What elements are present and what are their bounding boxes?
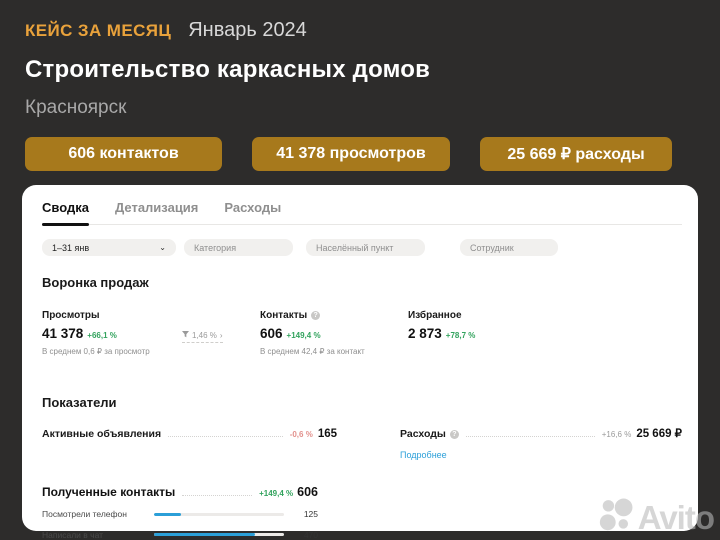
funnel-icon [182, 331, 189, 340]
conversion-value: 1,46 % [192, 331, 217, 340]
metric-favorites: Избранное 2 873 +78,7 % [408, 310, 475, 341]
case-kicker: КЕЙС ЗА МЕСЯЦ [25, 21, 172, 40]
metric-favorites-value: 2 873 [408, 326, 442, 341]
badge-contacts: 606 контактов [25, 137, 222, 171]
metric-views-delta: +66,1 % [87, 331, 117, 340]
bar-fill [154, 512, 181, 516]
received-contacts-delta: +149,4 % [259, 489, 294, 498]
active-ads-label: Активные объявления [42, 428, 162, 440]
tab-expenses[interactable]: Расходы [224, 200, 282, 215]
expenses-details-link[interactable]: Подробнее [400, 450, 447, 460]
expenses-label: Расходы [400, 428, 446, 440]
location-filter-placeholder: Населённый пункт [316, 242, 394, 253]
bar-fill [154, 533, 255, 537]
expenses-delta: +16,6 % [601, 430, 632, 439]
metric-contacts-delta: +149,4 % [286, 331, 321, 340]
bar-row-chat: Написали в чат 470 [42, 530, 318, 540]
active-ads-row: Активные объявления -0,6 % 165 [42, 428, 337, 440]
location-filter[interactable]: Населённый пункт [306, 239, 425, 256]
received-contacts-block: Полученные контакты +149,4 % 606 Посмотр… [42, 485, 318, 540]
tab-details[interactable]: Детализация [114, 200, 199, 215]
metric-views-caption: В среднем 0,6 ₽ за просмотр [42, 347, 150, 356]
metric-favorites-delta: +78,7 % [445, 331, 476, 340]
promo-header: КЕЙС ЗА МЕСЯЦ Январь 2024 Строительство … [0, 0, 720, 119]
filter-bar: 1–31 янв ⌄ Категория Населённый пункт Со… [42, 239, 682, 256]
indicators-section-title: Показатели [42, 395, 117, 410]
dotted-leader [182, 495, 253, 496]
dotted-leader [465, 436, 595, 437]
metric-contacts: Контакты ? 606 +149,4 % В среднем 42,4 ₽… [260, 310, 365, 356]
funnel-section-title: Воронка продаж [42, 275, 149, 290]
received-contacts-title: Полученные контакты [42, 485, 176, 499]
bar-row-phone: Посмотрели телефон 125 [42, 509, 318, 520]
bar-value: 125 [303, 509, 318, 520]
analytics-card: Сводка Детализация Расходы 1–31 янв ⌄ Ка… [22, 185, 698, 540]
received-contacts-value: 606 [297, 485, 318, 499]
case-city: Красноярск [25, 97, 127, 118]
bar-track [154, 512, 284, 516]
tab-bar: Сводка Детализация Расходы [42, 193, 682, 226]
metric-contacts-value: 606 [260, 326, 283, 341]
metric-views-label: Просмотры [42, 310, 100, 321]
case-period: Январь 2024 [188, 19, 307, 41]
indicator-rows: Активные объявления -0,6 % 165 Расходы ?… [42, 426, 682, 440]
badge-expenses: 25 669 ₽ расходы [480, 137, 672, 171]
bar-label: Написали в чат [42, 529, 104, 540]
funnel-metrics: Просмотры 41 378 +66,1 % В среднем 0,6 ₽… [42, 310, 682, 368]
chevron-right-icon: › [219, 331, 223, 340]
info-icon[interactable]: ? [311, 311, 321, 320]
bar-value: 470 [303, 529, 318, 540]
active-ads-delta: -0,6 % [289, 430, 313, 439]
employee-filter-placeholder: Сотрудник [470, 242, 514, 253]
chevron-down-icon: ⌄ [159, 242, 166, 252]
badge-views: 41 378 просмотров [252, 137, 450, 171]
expenses-row: Расходы ? +16,6 % 25 669 ₽ [400, 426, 682, 440]
category-filter[interactable]: Категория [184, 239, 293, 256]
dotted-leader [168, 436, 283, 437]
expenses-value: 25 669 ₽ [636, 428, 682, 440]
info-icon[interactable]: ? [449, 429, 459, 439]
period-select[interactable]: 1–31 янв ⌄ [42, 239, 176, 256]
stat-badges: 606 контактов 41 378 просмотров 25 669 ₽… [25, 137, 695, 171]
metric-views: Просмотры 41 378 +66,1 % В среднем 0,6 ₽… [42, 310, 150, 356]
metric-contacts-caption: В среднем 42,4 ₽ за контакт [260, 347, 365, 356]
employee-filter[interactable]: Сотрудник [460, 239, 558, 256]
tab-summary[interactable]: Сводка [42, 193, 89, 226]
bar-label: Посмотрели телефон [42, 509, 127, 519]
category-filter-placeholder: Категория [194, 242, 237, 253]
metric-views-value: 41 378 [42, 326, 84, 341]
metric-contacts-label: Контакты [260, 310, 308, 321]
bar-track [154, 533, 284, 537]
views-to-contacts-conversion[interactable]: 1,46 % › [182, 331, 223, 343]
period-select-value: 1–31 янв [52, 242, 90, 253]
metric-favorites-label: Избранное [408, 310, 462, 321]
active-ads-value: 165 [317, 428, 337, 440]
case-title: Строительство каркасных домов [25, 56, 431, 83]
